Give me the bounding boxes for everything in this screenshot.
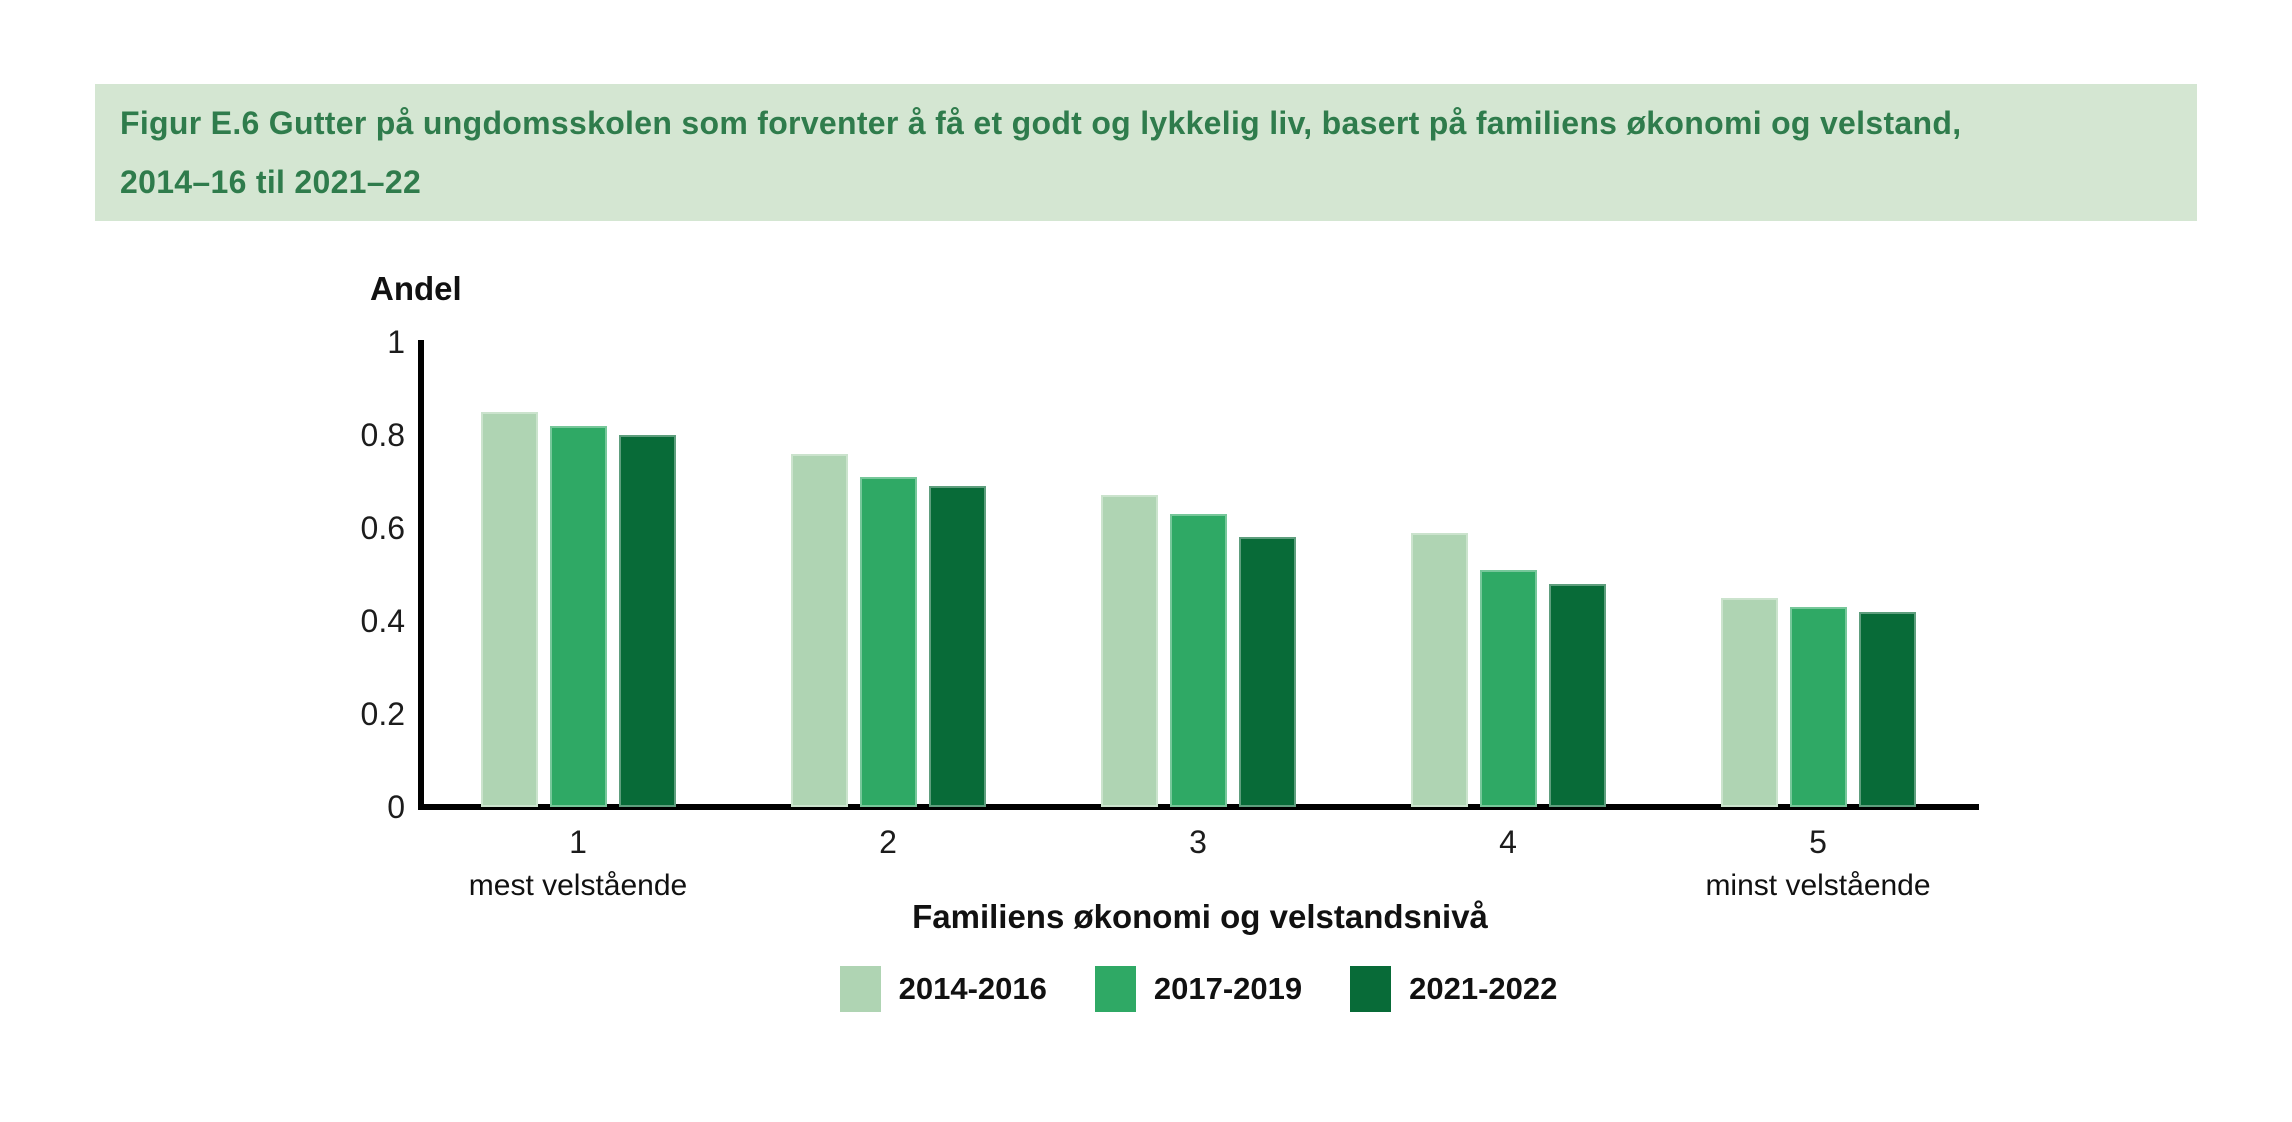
bar-2021-2022-group-4 xyxy=(1549,584,1606,807)
bar-2014-2016-group-3 xyxy=(1101,495,1158,807)
y-tick-label: 0.6 xyxy=(360,510,405,546)
figure-title-line-1: Figur E.6 Gutter på ungdomsskolen som fo… xyxy=(120,105,1962,141)
bar-2021-2022-group-1 xyxy=(619,435,676,807)
bar-2021-2022-group-5 xyxy=(1859,612,1916,807)
y-axis-line xyxy=(418,340,424,810)
x-tick-sublabel: minst velstående xyxy=(1705,869,1931,902)
figure-title-line-2: 2014–16 til 2021–22 xyxy=(120,164,422,200)
legend-swatch xyxy=(1350,966,1392,1012)
y-tick-label: 0.8 xyxy=(360,417,405,453)
y-tick-label: 0.2 xyxy=(360,696,405,732)
y-tick-label: 0 xyxy=(387,789,405,825)
figure-title-banner: Figur E.6 Gutter på ungdomsskolen som fo… xyxy=(95,84,2197,221)
bar-2017-2019-group-4 xyxy=(1480,570,1537,807)
x-tick-sublabel: mest velstående xyxy=(468,869,688,902)
y-tick-label: 0.4 xyxy=(360,603,405,639)
x-tick-label: 5 xyxy=(1809,824,1827,860)
legend-label: 2014-2016 xyxy=(898,971,1047,1006)
legend-swatch xyxy=(1094,966,1136,1012)
bar-2017-2019-group-2 xyxy=(860,477,917,807)
bar-2017-2019-group-3 xyxy=(1170,514,1227,807)
bar-2017-2019-group-1 xyxy=(550,426,607,807)
x-tick-label: 2 xyxy=(879,824,897,860)
y-axis-title: Andel xyxy=(370,270,462,307)
bar-2014-2016-group-5 xyxy=(1721,598,1778,807)
bar-2014-2016-group-4 xyxy=(1411,533,1468,807)
legend-item: 2021-2022 xyxy=(1350,966,1557,1012)
bar-2014-2016-group-2 xyxy=(791,454,848,807)
x-tick-label: 1 xyxy=(569,824,587,860)
x-axis-title: Familiens økonomi og velstandsnivå xyxy=(912,898,1488,935)
legend-item: 2017-2019 xyxy=(1094,966,1303,1012)
x-tick-label: 3 xyxy=(1189,824,1207,860)
legend-label: 2021-2022 xyxy=(1409,971,1558,1006)
bar-2014-2016-group-1 xyxy=(481,412,538,807)
legend-swatch xyxy=(839,966,881,1012)
legend: 2014-2016 2017-2019 2021-2022 xyxy=(420,966,1977,1012)
x-tick-label: 4 xyxy=(1499,824,1517,860)
legend-item: 2014-2016 xyxy=(839,966,1047,1012)
bar-2021-2022-group-3 xyxy=(1239,537,1296,807)
legend-label: 2017-2019 xyxy=(1153,971,1303,1006)
x-axis-line xyxy=(418,804,1979,810)
bar-2017-2019-group-5 xyxy=(1790,607,1847,807)
y-tick-label: 1 xyxy=(387,324,405,360)
bar-2021-2022-group-2 xyxy=(929,486,986,807)
